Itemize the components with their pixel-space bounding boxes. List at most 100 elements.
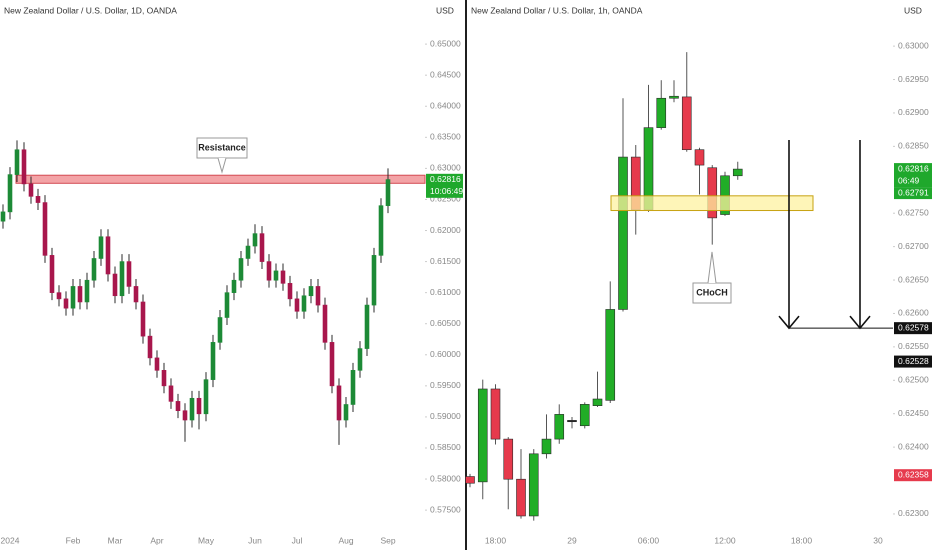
y-tick-label: 0.62650 (898, 274, 929, 284)
candle-body (656, 97, 667, 128)
candle-body (280, 270, 286, 284)
price-tag-label: 0.62358 (898, 469, 929, 479)
x-tick-label: 06:00 (638, 535, 660, 545)
candle-body (266, 261, 272, 281)
candle-body (378, 205, 384, 256)
x-tick-label: May (198, 535, 215, 545)
x-tick-label: 29 (567, 535, 577, 545)
y-tick-label: 0.61000 (430, 287, 461, 297)
candle-body (343, 404, 349, 421)
callout-label: CHoCH (696, 287, 728, 297)
candle-body (182, 410, 188, 421)
candle-body (592, 398, 603, 406)
callout-box (692, 282, 732, 304)
candle-body (0, 211, 6, 222)
x-tick-label: 30 (873, 535, 883, 545)
currency-label: USD (904, 5, 922, 15)
candle-body (681, 96, 692, 151)
candle-body (477, 388, 488, 483)
candle-body (287, 283, 293, 300)
candle-body (133, 286, 139, 303)
candle-body (49, 255, 55, 293)
x-tick-label: Feb (66, 535, 81, 545)
price-countdown: 06:49 (898, 175, 920, 185)
candle-body (567, 420, 577, 423)
x-tick-label: Mar (108, 535, 123, 545)
x-tick-label: 12:00 (714, 535, 736, 545)
y-tick-label: 0.63500 (430, 132, 461, 142)
candle-body (273, 270, 279, 281)
candle-body (161, 370, 167, 387)
candle-body (490, 388, 501, 440)
candle-body (329, 342, 335, 387)
chart-title: New Zealand Dollar / U.S. Dollar, 1h, OA… (471, 5, 643, 15)
candle-body (720, 175, 730, 215)
candle-body (364, 304, 370, 349)
candle-body (618, 156, 628, 310)
y-tick-label: 0.64500 (430, 69, 461, 79)
y-tick-label: 0.62500 (898, 375, 929, 385)
callout-pointer (217, 157, 227, 174)
callout-label: Resistance (198, 142, 246, 152)
y-tick-label: 0.62750 (898, 207, 929, 217)
y-tick-label: 0.58000 (430, 473, 461, 483)
candle-body (14, 149, 20, 175)
candle-body (579, 404, 590, 427)
candle-body (105, 236, 111, 275)
chart-title: New Zealand Dollar / U.S. Dollar, 1D, OA… (4, 5, 177, 15)
y-tick-label: 0.61500 (430, 256, 461, 266)
price-tag-label: 0.62578 (898, 322, 929, 332)
x-tick-label: Aug (338, 535, 353, 545)
candle-body (140, 301, 146, 337)
candle-body (154, 357, 160, 371)
x-tick-label: Apr (150, 535, 163, 545)
candle-body (554, 414, 565, 440)
price-countdown: 10:06:49 (430, 186, 463, 196)
price-tag (894, 187, 932, 200)
y-tick-label: 0.59500 (430, 380, 461, 390)
candle-body (516, 478, 526, 517)
candle-body (168, 385, 174, 402)
y-tick-label: 0.62000 (430, 225, 461, 235)
price-tag (426, 173, 463, 198)
price-tag (894, 322, 932, 335)
candle-body (707, 167, 718, 219)
candle-body (605, 309, 616, 401)
x-tick-label: Sep (380, 535, 395, 545)
callout-pointer (707, 251, 717, 284)
candle-body (238, 258, 244, 281)
candle-body (35, 196, 41, 203)
y-tick-label: 0.62550 (898, 341, 929, 351)
y-tick-label: 0.57500 (430, 504, 461, 514)
price-tag-label: 0.62816 (898, 163, 929, 173)
currency-label: USD (436, 5, 454, 15)
y-tick-label: 0.62600 (898, 308, 929, 318)
candle-body (70, 286, 76, 309)
arrow-head (778, 315, 800, 330)
candle-body (126, 261, 132, 287)
candle-body (732, 168, 743, 177)
price-tag (894, 163, 932, 188)
candle-body (336, 385, 342, 421)
candle-body (77, 286, 83, 303)
y-tick-label: 0.62450 (898, 408, 929, 418)
y-tick-label: 0.60500 (430, 318, 461, 328)
candle-body (84, 279, 90, 303)
candle-body (189, 397, 195, 421)
candle-body (112, 273, 118, 297)
candle-body (210, 342, 216, 380)
candle-body (252, 233, 258, 247)
candle-body (147, 335, 153, 359)
y-tick-label: 0.60000 (430, 349, 461, 359)
candle-body (224, 292, 230, 318)
candle-body (7, 174, 13, 213)
candle-body (465, 476, 475, 484)
candle-body (694, 149, 705, 166)
x-tick-label: Jun (248, 535, 262, 545)
x-tick-label: Jul (292, 535, 303, 545)
candle-body (203, 379, 209, 415)
candle-body (42, 202, 48, 256)
candle-body (217, 317, 223, 343)
candle-body (541, 438, 552, 455)
price-tag-label: 0.62791 (898, 187, 929, 197)
